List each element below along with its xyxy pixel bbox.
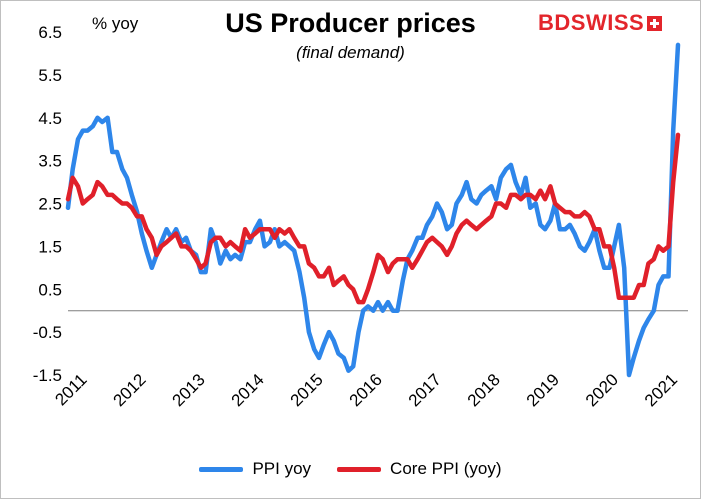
y-tick-label: 6.5 <box>38 23 62 42</box>
chart-subtitle: (final demand) <box>296 43 405 62</box>
brand-logo: BDSWISS <box>538 10 663 36</box>
x-tick-label: 2013 <box>169 370 209 410</box>
legend-swatch-core-ppi <box>337 466 382 472</box>
y-tick-label: 4.5 <box>38 109 62 128</box>
y-tick-label: 5.5 <box>38 66 62 85</box>
legend-item-core-ppi: Core PPI (yoy) <box>337 459 502 479</box>
legend: PPI yoy Core PPI (yoy) <box>0 459 701 479</box>
swiss-cross-icon <box>647 15 663 31</box>
x-tick-label: 2016 <box>346 370 386 410</box>
x-tick-label: 2021 <box>641 370 681 410</box>
x-tick-label: 2015 <box>287 370 327 410</box>
y-tick-label: 2.5 <box>38 195 62 214</box>
x-tick-label: 2020 <box>582 370 622 410</box>
legend-label-ppi: PPI yoy <box>252 459 312 478</box>
y-tick-label: -1.5 <box>33 366 62 385</box>
series-line-ppi <box>65 42 681 378</box>
x-tick-label: 2017 <box>405 370 445 410</box>
y-tick-label: 1.5 <box>38 237 62 256</box>
legend-swatch-ppi <box>199 466 244 472</box>
x-tick-label: 2019 <box>523 370 563 410</box>
x-tick-label: 2012 <box>109 370 149 410</box>
y-axis-unit-label: % yoy <box>92 14 139 33</box>
legend-item-ppi: PPI yoy <box>199 459 311 479</box>
chart-title: US Producer prices <box>225 8 476 38</box>
y-tick-label: 0.5 <box>38 280 62 299</box>
y-tick-label: -0.5 <box>33 323 62 342</box>
x-tick-label: 2018 <box>464 370 504 410</box>
x-tick-label: 2014 <box>228 370 268 410</box>
y-tick-label: 3.5 <box>38 152 62 171</box>
series-lines <box>65 42 681 378</box>
legend-label-core-ppi: Core PPI (yoy) <box>390 459 502 478</box>
brand-logo-text: BDSWISS <box>538 10 645 35</box>
series-line-core-ppi <box>65 132 681 305</box>
